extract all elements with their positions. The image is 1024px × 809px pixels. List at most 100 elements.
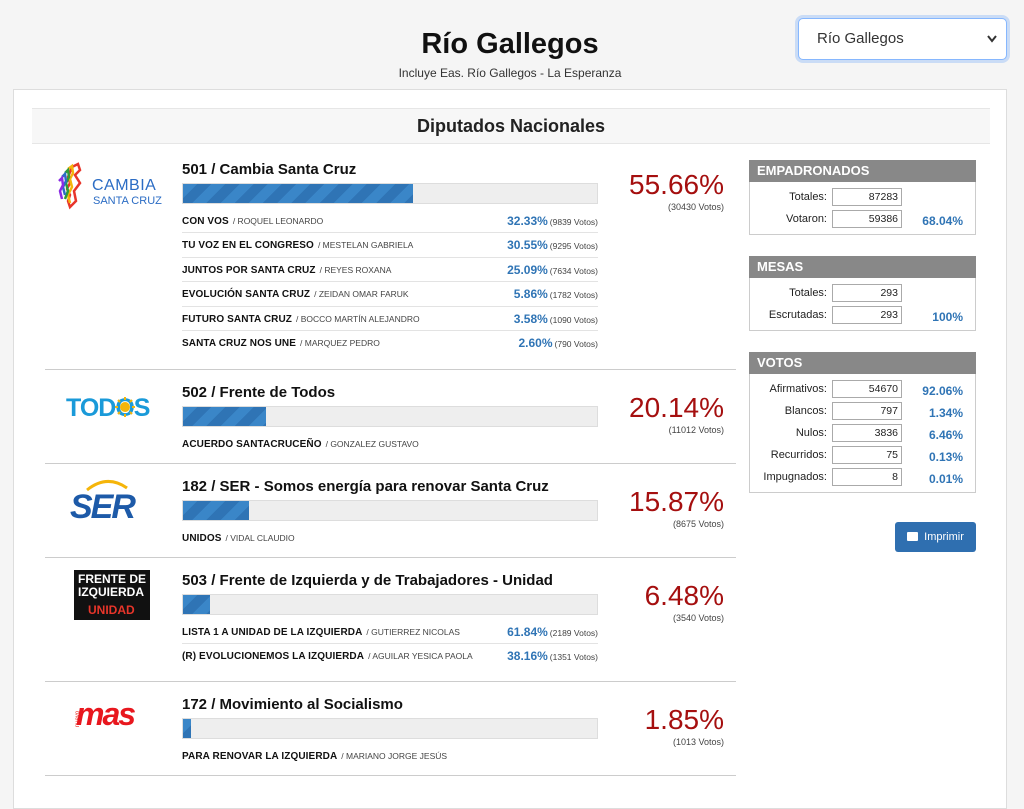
- page-title: Río Gallegos: [421, 28, 599, 60]
- list-candidate: / VIDAL CLAUDIO: [225, 533, 295, 543]
- chevron-down-icon: [986, 19, 998, 74]
- list-candidate: / ZEIDAN OMAR FARUK: [314, 289, 409, 300]
- stat-row: Votaron: 59386 68.04%: [750, 208, 975, 230]
- stat-percentage: 92.06%: [922, 384, 963, 398]
- party-votes: (30430 Votos): [667, 202, 724, 212]
- party-bar-fill: [183, 184, 414, 203]
- stat-percentage: 0.01%: [928, 472, 963, 486]
- list-name: TU VOZ EN EL CONGRESO: [182, 240, 314, 252]
- logo-text: mas: [76, 696, 136, 732]
- list-name: FUTURO SANTA CRUZ: [182, 313, 293, 325]
- list-percentage: 38.16%: [507, 649, 548, 664]
- stat-label: Impugnados:: [763, 471, 827, 483]
- party-bar-fill: [183, 501, 249, 520]
- page-subtitle: Incluye Eas. Río Gallegos - La Esperanza: [398, 66, 622, 80]
- list-items: ACUERDO SANTACRUCEÑO / GONZALEZ GUSTAVO: [182, 432, 598, 456]
- list-item: LISTA 1 A UNIDAD DE LA IZQUIERDA / GUTIER…: [182, 620, 598, 645]
- list-percentage: 5.86%: [513, 287, 548, 302]
- stat-value: 54670: [832, 380, 902, 398]
- stat-row: Nulos: 3836 6.46%: [750, 422, 975, 444]
- list-votes: (790 Votos): [554, 338, 598, 349]
- party-votes: (11012 Votos): [668, 425, 724, 435]
- list-candidate: / GONZALEZ GUSTAVO: [325, 439, 419, 449]
- list-percentage: 32.33%: [507, 214, 548, 228]
- logo-text-line2: IZQUIERDA: [78, 585, 144, 599]
- party-bar: [182, 500, 598, 521]
- party-name: 182 / SER - Somos energía para renovar S…: [182, 478, 549, 495]
- party-percentage: 15.87%: [629, 486, 724, 517]
- empadronados-box: EMPADRONADOS Totales: 87283 Votaron: 59386…: [749, 160, 976, 235]
- list-percentage: 61.84%: [507, 625, 548, 639]
- list-votes: (1090 Votos): [549, 314, 598, 325]
- mas-logo: nuevo mas: [32, 696, 162, 756]
- list-name: UNIDOS: [182, 533, 222, 544]
- party-percentage: 1.85%: [644, 704, 724, 735]
- stat-row: Blancos: 797 1.34%: [750, 400, 975, 422]
- list-votes: (2189 Votos): [549, 628, 598, 638]
- party-divider: [45, 557, 736, 558]
- stat-value: 75: [832, 446, 902, 464]
- party-percentage: 55.66%: [629, 169, 724, 200]
- party-block-501: CAMBIA SANTA CRUZ 501 / Cambia Santa Cru…: [32, 161, 736, 351]
- party-percentage: 6.48%: [644, 580, 724, 611]
- list-item: JUNTOS POR SANTA CRUZ / REYES ROXANA 25.09…: [182, 258, 598, 283]
- mesas-box: MESAS Totales: 293 Escrutadas: 293 100%: [749, 256, 976, 331]
- stat-row: Escrutadas: 293 100%: [750, 304, 975, 326]
- party-bar-fill: [183, 719, 191, 738]
- stat-label: Nulos:: [795, 427, 827, 439]
- list-candidate: / MARQUEZ PEDRO: [300, 337, 380, 348]
- list-name: PARA RENOVAR LA IZQUIERDA: [182, 751, 338, 762]
- party-name: 502 / Frente de Todos: [182, 384, 336, 401]
- box-title: EMPADRONADOS: [749, 160, 976, 182]
- party-name: 172 / Movimiento al Socialismo: [182, 696, 403, 713]
- list-name: ACUERDO SANTACRUCEÑO: [182, 439, 322, 450]
- list-name: (R) EVOLUCIONEMOS LA IZQUIERDA: [182, 651, 365, 663]
- logo-text-line1: FRENTE DE: [78, 572, 147, 586]
- box-body: Totales: 293 Escrutadas: 293 100%: [749, 278, 976, 331]
- stat-value: 293: [832, 284, 902, 302]
- list-item: FUTURO SANTA CRUZ / BOCCO MARTÍN ALEJANDR…: [182, 307, 598, 331]
- party-bar: [182, 594, 598, 615]
- stat-value: 293: [832, 306, 902, 324]
- stat-label: Totales:: [789, 287, 827, 299]
- list-candidate: / BOCCO MARTÍN ALEJANDRO: [296, 313, 420, 324]
- party-votes: (8675 Votos): [672, 519, 724, 529]
- list-item: CON VOS / ROQUEL LEONARDO 32.33% (9839 Voto…: [182, 209, 598, 234]
- print-button[interactable]: Imprimir: [895, 522, 976, 552]
- party-block-503: FRENTE DE IZQUIERDA UNIDAD 503 / Frente …: [32, 570, 736, 668]
- party-name: 501 / Cambia Santa Cruz: [182, 161, 357, 178]
- party-divider: [45, 463, 736, 464]
- party-bar: [182, 406, 598, 427]
- stat-value: 8: [832, 468, 902, 486]
- box-title: VOTOS: [749, 352, 976, 374]
- list-item: ACUERDO SANTACRUCEÑO / GONZALEZ GUSTAVO: [182, 432, 598, 456]
- stat-percentage: 0.13%: [928, 450, 963, 464]
- stat-percentage: 6.46%: [928, 428, 963, 442]
- list-name: CON VOS: [182, 216, 229, 227]
- party-name: 503 / Frente de Izquierda y de Trabajado…: [182, 572, 553, 589]
- list-item: (R) EVOLUCIONEMOS LA IZQUIERDA / AGUILAR …: [182, 644, 598, 668]
- party-votes: (1013 Votos): [672, 737, 724, 747]
- logo-text-line3: UNIDAD: [88, 603, 135, 617]
- party-block-172: nuevo mas 172 / Movimiento al Socialismo…: [32, 696, 736, 766]
- logo-text: SER: [70, 488, 136, 526]
- party-percentage: 20.14%: [629, 392, 724, 423]
- stat-row: Impugnados: 8 0.01%: [750, 466, 975, 488]
- list-name: SANTA CRUZ NOS UNE: [182, 337, 297, 349]
- logo-text-line2: SANTA CRUZ: [93, 195, 162, 207]
- logo-text: TODOS: [66, 394, 150, 422]
- list-item: EVOLUCIÓN SANTA CRUZ / ZEIDAN OMAR FARUK 5…: [182, 282, 598, 307]
- city-select[interactable]: Río Gallegos: [798, 18, 1007, 60]
- box-body: Totales: 87283 Votaron: 59386 68.04%: [749, 182, 976, 235]
- city-select-value: Río Gallegos: [817, 30, 904, 47]
- list-candidate: / GUTIERREZ NICOLAS: [366, 627, 460, 637]
- print-button-label: Imprimir: [924, 531, 964, 543]
- party-bar: [182, 183, 598, 204]
- list-votes: (1351 Votos): [549, 652, 598, 663]
- stat-row: Totales: 87283: [750, 186, 975, 208]
- list-votes: (1782 Votos): [549, 290, 598, 301]
- party-block-182: SER 182 / SER - Somos energía para renov…: [32, 478, 736, 548]
- stat-label: Totales:: [789, 191, 827, 203]
- list-name: LISTA 1 A UNIDAD DE LA IZQUIERDA: [182, 627, 363, 638]
- party-bar-fill: [183, 407, 267, 426]
